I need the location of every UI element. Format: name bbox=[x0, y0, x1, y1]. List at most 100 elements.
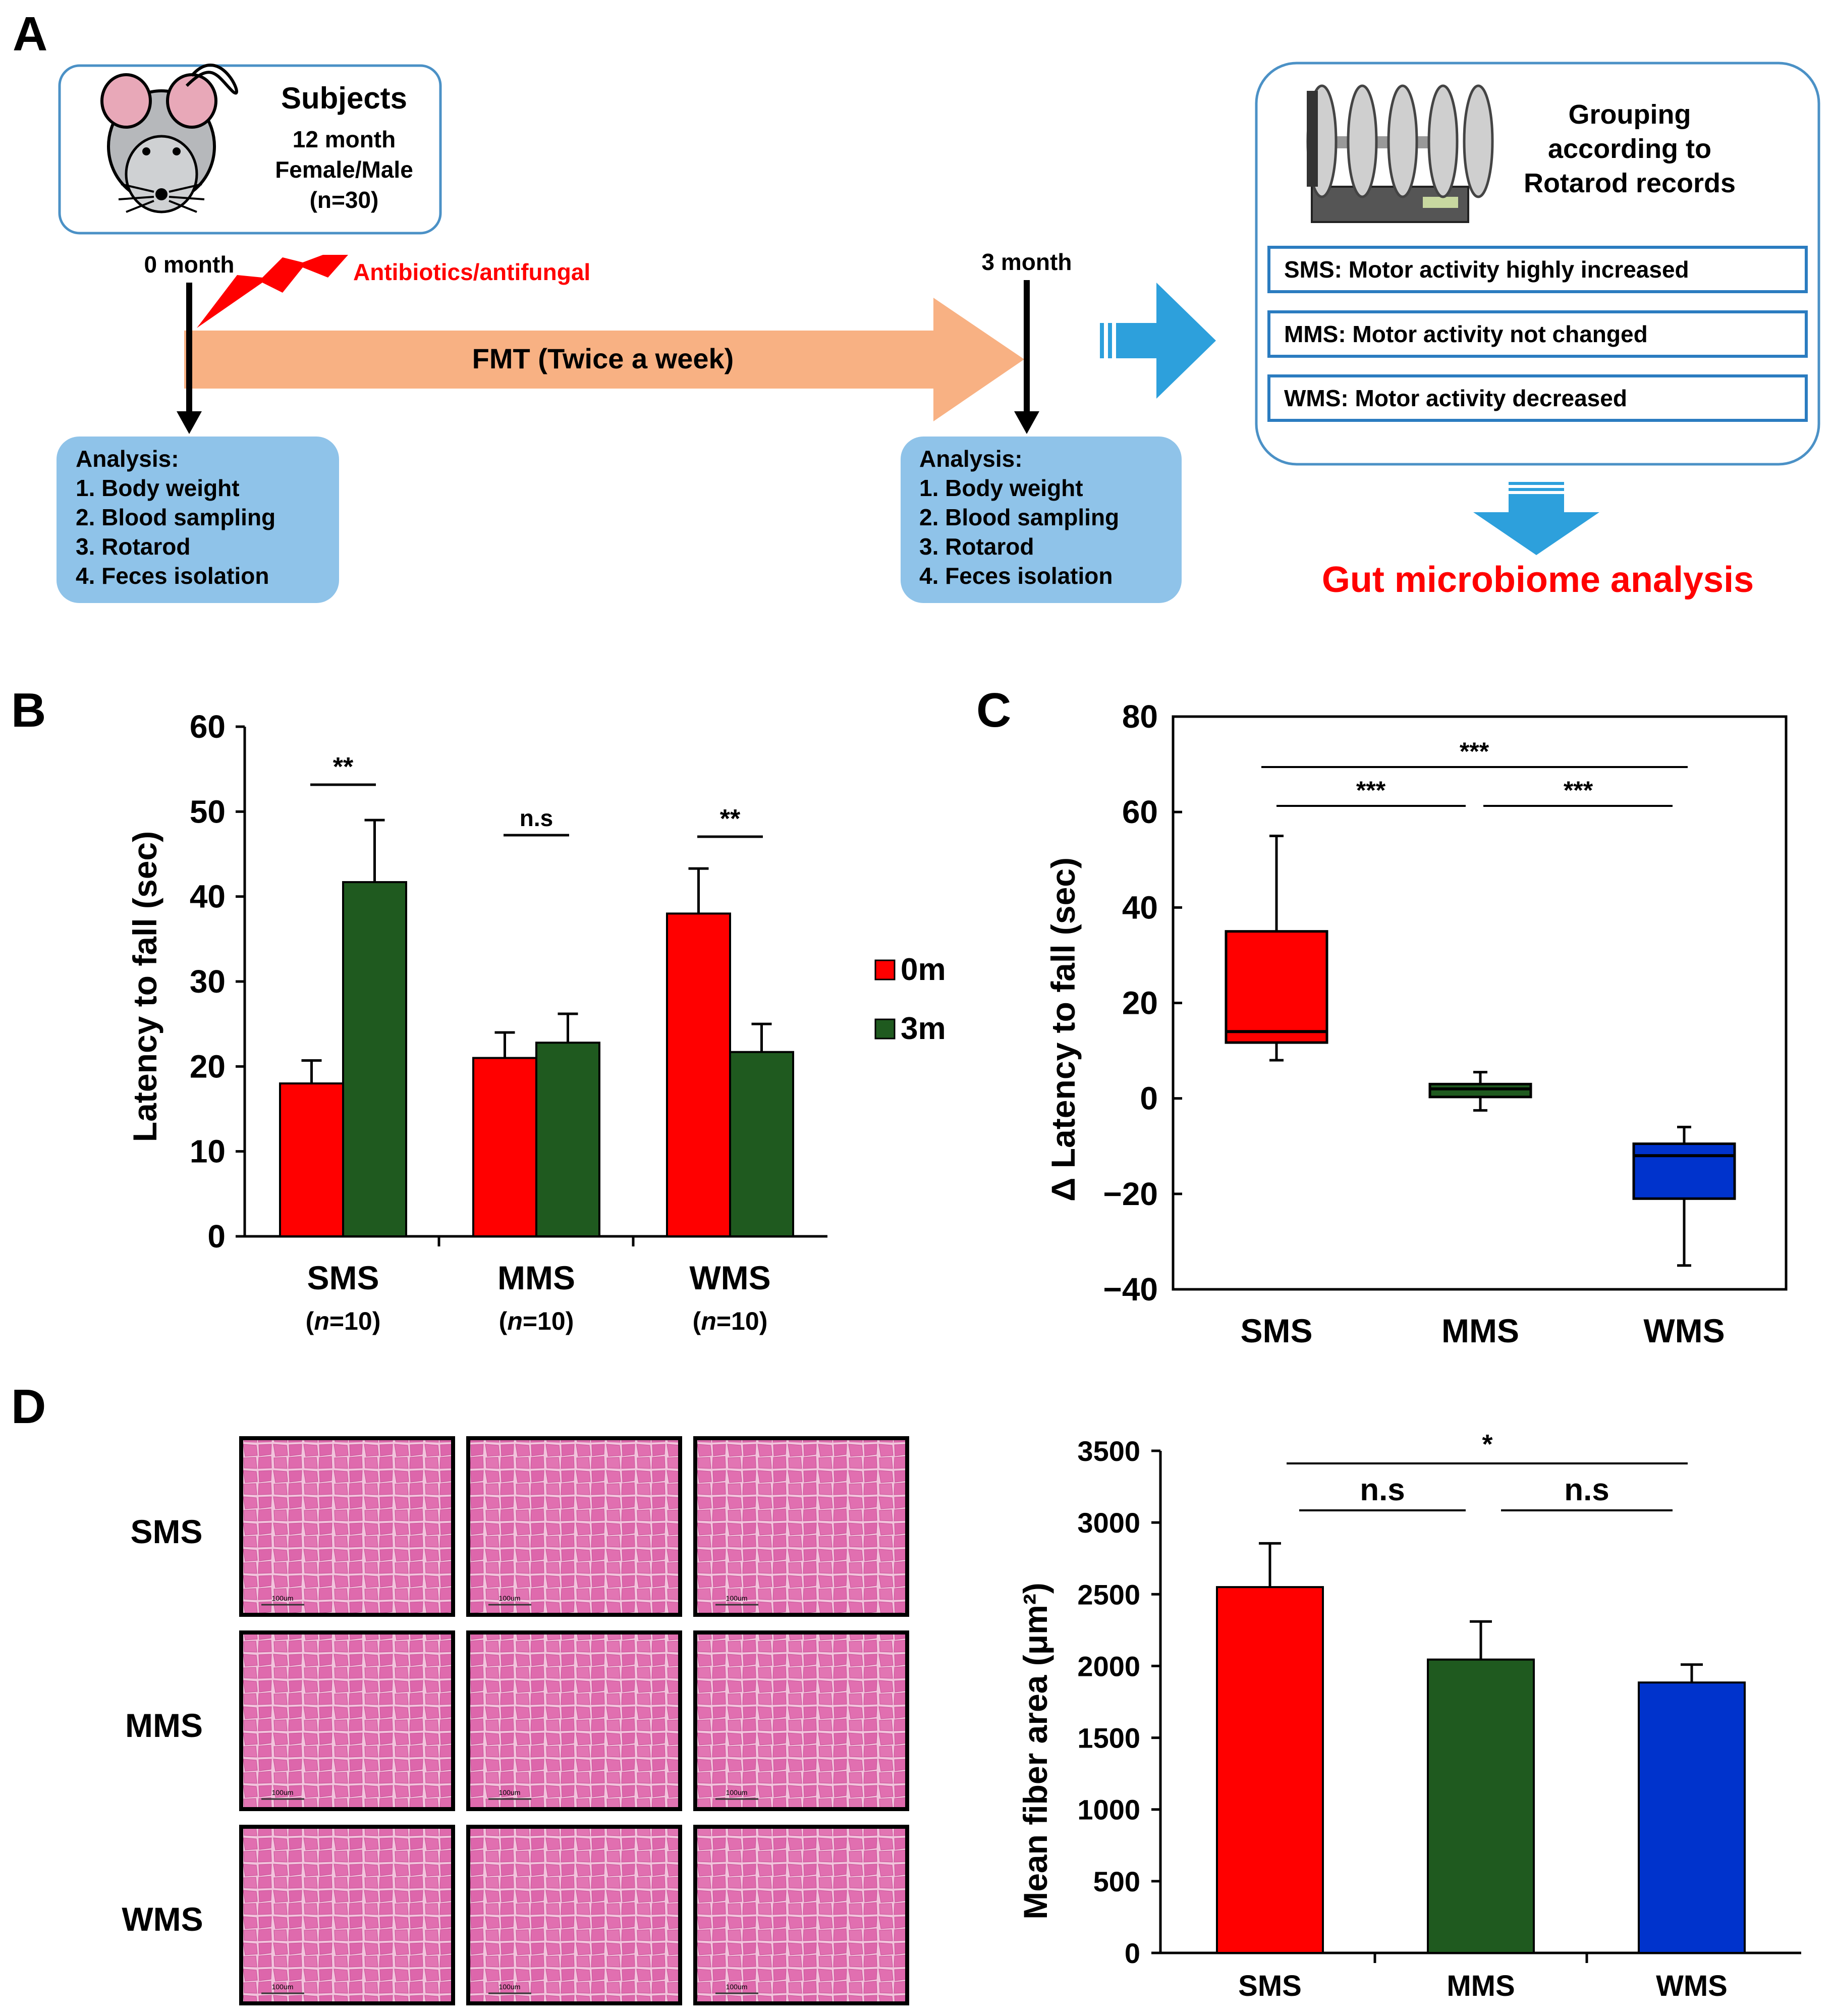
timepoint-3-month: 3 month bbox=[982, 249, 1072, 275]
c-xtick: WMS bbox=[1643, 1312, 1725, 1349]
d-ylabel: Mean fiber area (μm²) bbox=[1017, 1583, 1054, 1920]
d-ytick-label: 1000 bbox=[1077, 1794, 1140, 1826]
c-ytick-label: 40 bbox=[1122, 889, 1158, 925]
arrowhead-3 bbox=[1014, 411, 1039, 434]
b-significance: ** n.s ** bbox=[310, 752, 763, 838]
legend-3m: 3m bbox=[901, 1011, 946, 1046]
b-bar-0m-SMS bbox=[279, 1082, 344, 1237]
panel-b: B Latency to fall (sec) 0 10 20 30 40 50 60 **… bbox=[11, 683, 946, 1335]
c-significance: *** *** *** bbox=[1261, 737, 1688, 807]
histology-image bbox=[239, 1436, 455, 1617]
histology-row-label: WMS bbox=[122, 1900, 203, 1938]
b-bars bbox=[279, 819, 794, 1238]
subjects-sex: Female/Male bbox=[275, 156, 413, 183]
fmt-arrow bbox=[184, 298, 1024, 421]
b-n-label: (n=10) bbox=[499, 1307, 574, 1335]
lightning-icon bbox=[197, 255, 348, 328]
d-bars bbox=[1216, 1542, 1746, 1954]
histology-image bbox=[466, 1630, 682, 1811]
mouse-icon bbox=[100, 64, 238, 213]
b-ytick-label: 20 bbox=[190, 1048, 226, 1084]
group-wms: WMS: Motor activity decreased bbox=[1284, 385, 1627, 411]
timepoint-0-month: 0 month bbox=[144, 251, 235, 278]
c-ylabel: Δ Latency to fall (sec) bbox=[1044, 857, 1082, 1202]
c-xtick: MMS bbox=[1441, 1312, 1519, 1349]
analysis-3-item: 3. Rotarod bbox=[919, 533, 1034, 560]
d-ytick-label: 1500 bbox=[1077, 1722, 1140, 1754]
group-sms: SMS: Motor activity highly increased bbox=[1284, 256, 1689, 283]
panel-d-label: D bbox=[11, 1380, 46, 1434]
b-bar-3m-MMS bbox=[535, 1042, 600, 1237]
group-box-sms bbox=[1267, 246, 1808, 293]
grouping-line3: Rotarod records bbox=[1524, 168, 1736, 198]
grouping-line2: according to bbox=[1548, 134, 1711, 164]
c-box-SMS bbox=[1225, 930, 1328, 1044]
gut-microbiome-label: Gut microbiome analysis bbox=[1322, 560, 1754, 600]
d-bar-MMS bbox=[1427, 1658, 1535, 1954]
d-ytick-label: 2500 bbox=[1077, 1578, 1140, 1610]
analysis-0-item: 3. Rotarod bbox=[76, 533, 190, 560]
scale-bar-label: 100um bbox=[726, 1594, 748, 1602]
c-sig-text: *** bbox=[1356, 776, 1386, 804]
b-ytick-label: 30 bbox=[190, 963, 226, 1000]
panel-c-label: C bbox=[976, 683, 1011, 737]
scale-bar-label: 100um bbox=[726, 1983, 748, 1991]
b-ytick-label: 10 bbox=[190, 1133, 226, 1170]
panel-d: D SMS MMS WMS 100um 100um 100um 100um 100um 1… bbox=[11, 1380, 1801, 2005]
b-xtick: WMS bbox=[689, 1259, 770, 1296]
d-sig-text: n.s bbox=[1564, 1473, 1609, 1507]
group-box-mms bbox=[1267, 310, 1808, 358]
b-ylabel: Latency to fall (sec) bbox=[126, 831, 163, 1142]
c-ytick-label: 60 bbox=[1122, 794, 1158, 830]
analysis-box-3 bbox=[901, 437, 1182, 603]
histology-row-label: MMS bbox=[125, 1707, 203, 1744]
legend-swatch-0m bbox=[874, 959, 896, 980]
scale-bar-label: 100um bbox=[272, 1788, 294, 1796]
group-box-wms bbox=[1267, 374, 1808, 422]
analysis-3-title: Analysis: bbox=[919, 446, 1023, 472]
scale-bar-label: 100um bbox=[499, 1594, 521, 1602]
b-n-value: =10 bbox=[523, 1307, 566, 1335]
c-box-WMS bbox=[1632, 1142, 1736, 1200]
legend-swatch-3m bbox=[874, 1018, 896, 1040]
b-xtick: MMS bbox=[497, 1259, 575, 1296]
analysis-0-item: 2. Blood sampling bbox=[76, 504, 275, 530]
blue-down-arrow bbox=[1473, 482, 1599, 555]
d-xtick: MMS bbox=[1447, 1970, 1515, 2002]
histology-image bbox=[693, 1825, 909, 2005]
analysis-0-item: 4. Feces isolation bbox=[76, 563, 269, 589]
analysis-0-item: 1. Body weight bbox=[76, 475, 240, 501]
b-bar-0m-WMS bbox=[666, 912, 731, 1238]
analysis-3-item: 4. Feces isolation bbox=[919, 563, 1113, 589]
b-n-italic: n bbox=[314, 1307, 329, 1335]
d-xtick: SMS bbox=[1238, 1970, 1302, 2002]
blue-right-arrow bbox=[1100, 283, 1216, 399]
antibiotics-label: Antibiotics/antifungal bbox=[353, 259, 590, 285]
panel-b-label: B bbox=[11, 683, 46, 737]
b-n-italic: n bbox=[507, 1307, 523, 1335]
c-xtick: SMS bbox=[1240, 1312, 1312, 1349]
histology-image bbox=[466, 1825, 682, 2005]
b-sig-text: ** bbox=[333, 752, 354, 782]
d-bar-WMS bbox=[1638, 1681, 1746, 1954]
b-xtick: SMS bbox=[307, 1259, 379, 1296]
b-n-value: =10 bbox=[329, 1307, 372, 1335]
d-xtick: WMS bbox=[1656, 1970, 1728, 2002]
c-ytick-label: 80 bbox=[1122, 698, 1158, 735]
b-bar-3m-WMS bbox=[729, 1051, 794, 1237]
d-ytick-label: 3000 bbox=[1077, 1507, 1140, 1539]
c-boxes bbox=[1225, 834, 1736, 1267]
b-n-label: (n=10) bbox=[306, 1307, 381, 1335]
scale-bar-label: 100um bbox=[272, 1594, 294, 1602]
b-bar-0m-MMS bbox=[472, 1057, 537, 1237]
b-n-value: =10 bbox=[716, 1307, 759, 1335]
grouping-line1: Grouping bbox=[1569, 99, 1691, 130]
histology-image bbox=[239, 1630, 455, 1811]
d-sig-text: n.s bbox=[1360, 1473, 1405, 1507]
b-ytick-label: 40 bbox=[190, 879, 226, 915]
analysis-0-title: Analysis: bbox=[76, 446, 179, 472]
subjects-title: Subjects bbox=[281, 81, 407, 115]
panel-a-label: A bbox=[13, 7, 47, 61]
d-sig-text: * bbox=[1482, 1429, 1492, 1459]
b-n-label: (n=10) bbox=[693, 1307, 768, 1335]
